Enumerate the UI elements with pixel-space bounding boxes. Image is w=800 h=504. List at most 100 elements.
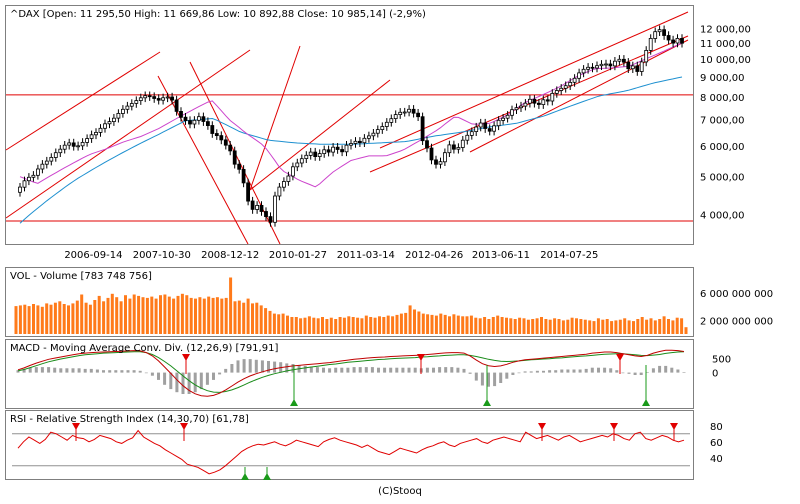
volume-bar (102, 301, 106, 334)
volume-bar (137, 295, 141, 334)
candle-body (465, 134, 470, 141)
volume-bar (680, 318, 684, 334)
candle-body (232, 150, 237, 165)
candle-body (492, 125, 497, 132)
volume-bar (45, 303, 49, 334)
volume-bar (58, 301, 62, 334)
volume-bars (14, 277, 688, 334)
candle-body (366, 135, 371, 139)
macd-histogram-bar (28, 367, 32, 373)
macd-panel: MACD - Moving Average Conv. Div. (12,26,… (5, 339, 731, 409)
candle-body (626, 61, 631, 70)
macd-histogram-bar (132, 370, 136, 373)
macd-sell-marker (417, 354, 425, 361)
rsi-line (17, 429, 685, 475)
volume-bar (369, 317, 373, 334)
candle-body (335, 146, 340, 150)
volume-bar (439, 313, 443, 334)
price-y-tick: 4 000,00 (700, 210, 745, 221)
candle-body (152, 96, 157, 99)
macd-histogram-bar (658, 365, 662, 373)
candle-body (264, 211, 268, 217)
macd-histogram-bar (511, 372, 515, 375)
macd-signal-line (17, 351, 685, 393)
volume-bar (553, 318, 557, 334)
volume-bar (360, 318, 364, 334)
macd-histogram-bar (236, 360, 240, 373)
volume-bar (675, 317, 679, 334)
macd-signal-markers (182, 354, 650, 406)
macd-histogram-bar (480, 372, 484, 386)
macd-histogram-bar (224, 368, 228, 373)
rsi-sell-marker (180, 423, 188, 430)
price-x-tick: 2008-12-12 (201, 250, 259, 261)
macd-histogram-bar (114, 370, 118, 373)
macd-histogram-bar (53, 367, 57, 373)
volume-bar (198, 297, 202, 334)
macd-histogram-bar (77, 368, 81, 373)
volume-bar (535, 318, 539, 334)
candle-body (519, 105, 523, 109)
macd-histogram-bar (315, 367, 319, 373)
macd-histogram-bar (40, 367, 44, 373)
volume-bar (382, 317, 386, 334)
price-x-tick-labels: 2006-09-14 2007-10-30 2008-12-12 2010-01-27… (64, 250, 598, 261)
trend-line (157, 75, 249, 245)
macd-histogram-bar (340, 367, 344, 373)
macd-histogram-bar (651, 368, 655, 373)
macd-histogram-bar (89, 368, 93, 373)
macd-histogram-bar (175, 372, 179, 393)
candle-body (510, 109, 514, 116)
volume-bar (97, 295, 101, 334)
candle-body (174, 99, 179, 112)
volume-bar (246, 298, 250, 334)
volume-bar (150, 296, 154, 334)
volume-bar (338, 317, 342, 334)
candle-body (295, 162, 300, 168)
volume-bar (526, 319, 530, 334)
candle-body (210, 125, 215, 134)
candle-body (62, 144, 67, 150)
macd-histogram-bar (212, 372, 215, 380)
volume-bar (356, 317, 360, 334)
price-y-tick: 11 000,00 (700, 39, 751, 50)
candle-body (657, 29, 662, 33)
candle-body (644, 50, 649, 63)
volume-bar (251, 303, 254, 334)
candle-body (434, 159, 438, 165)
macd-histogram-bar (493, 372, 497, 387)
candle-body (161, 97, 166, 101)
candle-body (147, 95, 152, 98)
volume-bar (421, 313, 425, 334)
macd-histogram-bar (425, 367, 429, 373)
volume-bar (307, 316, 311, 334)
volume-bar (640, 317, 644, 334)
macd-histogram-bar (603, 367, 607, 373)
trend-line (469, 39, 689, 153)
candle-body (196, 116, 201, 121)
volume-bar (176, 295, 180, 334)
candle-body (559, 87, 564, 91)
candle-body (286, 175, 291, 182)
volume-bar (588, 320, 592, 334)
candle-body (393, 114, 398, 119)
volume-bar (395, 314, 399, 334)
macd-histogram-bar (456, 367, 460, 373)
macd-histogram-bar (193, 372, 197, 393)
macd-histogram-bar (529, 371, 533, 373)
candle-body (31, 174, 36, 178)
volume-bar (84, 302, 88, 334)
volume-bar (505, 317, 508, 334)
volume-y-tick: 2 000 000 000 (700, 316, 773, 327)
candle-body (313, 151, 318, 158)
price-y-tick: 5 000,00 (700, 173, 745, 184)
candle-body (380, 126, 385, 130)
candle-body (223, 139, 228, 146)
macd-buy-marker (290, 399, 298, 406)
rsi-y-tick: 60 (710, 438, 723, 449)
trend-line (5, 51, 161, 151)
volume-bar (220, 298, 224, 334)
candle-body (299, 158, 304, 164)
macd-histogram-bar (584, 368, 588, 373)
